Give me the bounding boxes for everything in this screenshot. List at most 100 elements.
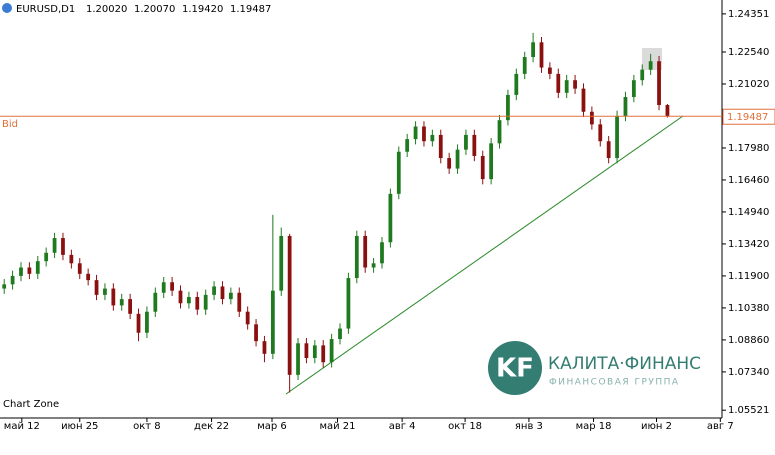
candle-body — [245, 311, 250, 325]
candle-body — [254, 324, 258, 342]
x-tick-label: дек 22 — [194, 421, 229, 432]
y-tick-label: 1.24351 — [728, 9, 769, 20]
candle-body — [514, 73, 519, 95]
candle-body — [338, 328, 342, 340]
candle-body — [430, 134, 435, 142]
candle-body — [161, 282, 166, 293]
candle-body — [447, 158, 452, 169]
x-tick-label: окт 18 — [448, 421, 482, 432]
candle-body — [27, 267, 32, 274]
candle-body — [187, 296, 191, 304]
candle-body — [178, 290, 183, 304]
candle-body — [220, 286, 225, 300]
selection-box — [642, 48, 662, 70]
x-tick-label: июн 25 — [61, 421, 98, 432]
candle-body — [581, 88, 586, 112]
y-tick-label: 1.08860 — [728, 335, 769, 346]
symbol-icon[interactable] — [2, 3, 12, 13]
y-tick-label: 1.11900 — [728, 271, 769, 282]
candle-body — [103, 288, 107, 295]
candle-body — [531, 42, 535, 58]
candle-body — [388, 193, 393, 243]
chart-zone-label: Chart Zone — [3, 399, 59, 410]
candle-body — [287, 235, 292, 375]
bid-price-box — [722, 108, 775, 125]
candle-body — [615, 115, 619, 159]
plot-area — [2, 32, 670, 393]
candle-body — [321, 345, 326, 363]
y-tick-label: 1.21020 — [728, 79, 769, 90]
candle-body — [371, 263, 376, 268]
y-tick-label: 1.07340 — [728, 367, 769, 378]
y-tick-label: 1.05521 — [728, 405, 769, 416]
candle-body — [145, 311, 149, 333]
candle-body — [52, 238, 57, 253]
candle-body — [111, 288, 116, 306]
candle-body — [44, 252, 49, 262]
candle-body — [422, 126, 426, 142]
candle-body — [396, 151, 401, 194]
x-tick-label: мар 6 — [257, 421, 287, 432]
candle-body — [119, 299, 124, 306]
candle-body — [61, 238, 65, 255]
x-tick-label: май 21 — [319, 421, 355, 432]
candle-body — [489, 143, 494, 180]
candle-body — [195, 296, 200, 310]
x-tick-label: июн 2 — [641, 421, 672, 432]
candle-body — [464, 134, 468, 150]
candle-body — [657, 61, 661, 106]
candle-body — [522, 57, 527, 74]
candle-body — [296, 343, 300, 375]
candle-body — [228, 292, 233, 300]
candle-body — [598, 124, 603, 142]
x-tick-label: мар 18 — [576, 421, 612, 432]
symbol: EURUSD,D1 — [16, 4, 75, 15]
candle-body — [405, 139, 410, 152]
x-tick-label: янв 3 — [515, 421, 543, 432]
y-tick-label: 1.22540 — [728, 47, 769, 58]
candle-body — [472, 134, 477, 156]
candle-body — [86, 273, 91, 281]
candle-body — [354, 235, 359, 279]
bid-label: Bid — [2, 119, 18, 130]
header-open: 1.20020 — [86, 4, 127, 15]
y-tick-label: 1.14940 — [728, 207, 769, 218]
candle-body — [589, 111, 594, 125]
candle-body — [648, 61, 653, 70]
header-close: 1.19487 — [230, 4, 271, 15]
header-low: 1.19420 — [182, 4, 223, 15]
candle-body — [270, 290, 275, 354]
logo-text: KF — [496, 354, 534, 384]
candle-body — [128, 299, 133, 314]
candle-body — [548, 67, 552, 74]
candle-body — [279, 235, 284, 291]
candle-body — [329, 339, 334, 363]
candle-body — [19, 267, 23, 276]
candle-body — [304, 343, 309, 359]
candle-body — [455, 149, 460, 169]
candle-body — [413, 126, 418, 140]
x-tick-label: авг 4 — [389, 421, 416, 432]
candle-body — [346, 278, 351, 329]
candle-body — [573, 80, 577, 89]
y-tick-label: 1.17980 — [728, 143, 769, 154]
y-tick-label: 1.10380 — [728, 303, 769, 314]
x-tick-label: окт 8 — [133, 421, 161, 432]
candle-body — [262, 341, 267, 354]
brand-name: КАЛИТА·ФИНАНС — [548, 354, 701, 374]
candle-body — [556, 73, 561, 93]
y-tick-label: 1.13420 — [728, 239, 769, 250]
candle-body — [312, 345, 317, 359]
candle-body — [10, 275, 15, 285]
watermark: KF КАЛИТА·ФИНАНС ФИНАНСОВАЯ ГРУППА — [488, 341, 701, 395]
candle-body — [94, 280, 99, 295]
candle-body — [665, 105, 670, 117]
candle-body — [564, 80, 569, 93]
candle-body — [539, 42, 544, 68]
x-tick-label: авг 7 — [707, 421, 734, 432]
candle-body — [2, 284, 7, 289]
candle-body — [203, 294, 208, 310]
candle-body — [640, 69, 645, 81]
